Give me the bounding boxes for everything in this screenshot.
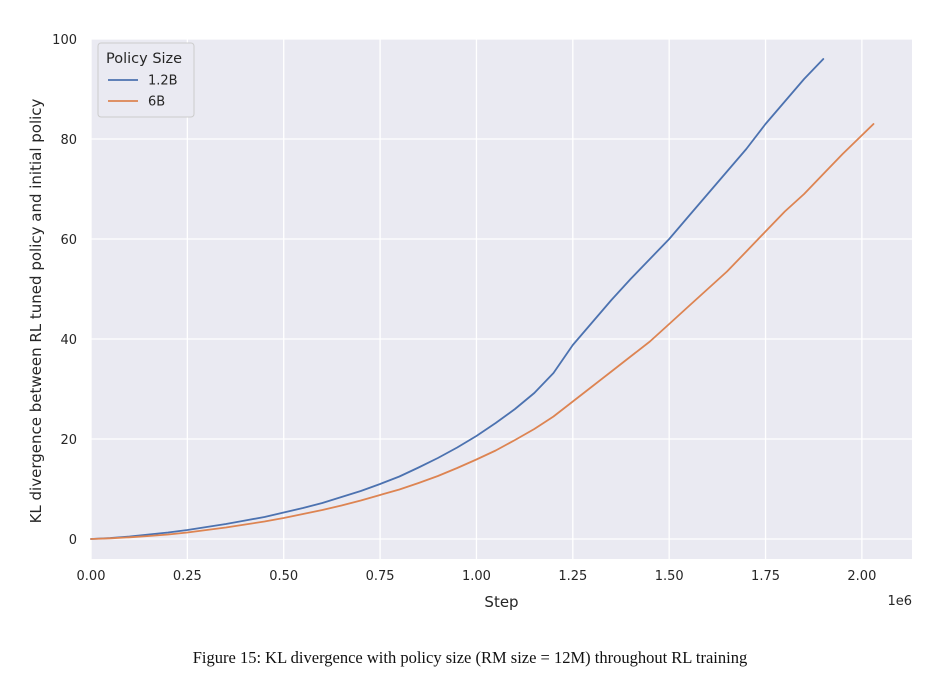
series-lines bbox=[90, 58, 875, 540]
x-tick-label: 0.50 bbox=[269, 569, 298, 584]
x-tick-label: 0.25 bbox=[173, 569, 202, 584]
y-tick-label: 60 bbox=[60, 233, 77, 248]
plot-area bbox=[91, 39, 912, 559]
y-tick-label: 80 bbox=[60, 133, 77, 148]
legend-items: 1.2B 6B bbox=[108, 74, 178, 110]
series-line-1.2B bbox=[90, 58, 825, 540]
x-axis-offset-label: 1e6 bbox=[887, 594, 912, 609]
y-axis-label: KL divergence between RL tuned policy an… bbox=[27, 98, 45, 523]
x-tick-label: 0.00 bbox=[77, 569, 106, 584]
x-tick-label: 1.00 bbox=[462, 569, 491, 584]
x-axis-label: Step bbox=[484, 593, 518, 611]
legend-box bbox=[97, 42, 195, 118]
legend: Policy Size 1.2B 6B bbox=[97, 42, 195, 118]
x-tick-label: 1.25 bbox=[558, 569, 587, 584]
x-tick-label: 1.50 bbox=[655, 569, 684, 584]
y-tick-label: 100 bbox=[52, 33, 77, 48]
grid-lines bbox=[90, 38, 912, 559]
y-tick-label: 40 bbox=[60, 333, 77, 348]
x-tick-label: 2.00 bbox=[847, 569, 876, 584]
y-tick-label: 20 bbox=[60, 433, 77, 448]
x-tick-labels: 0.00 0.25 0.50 0.75 1.00 1.25 1.50 1.75 2.00 bbox=[77, 569, 877, 584]
kl-divergence-chart: 0.00 0.25 0.50 0.75 1.00 1.25 1.50 1.75 2.00 0 20… bbox=[27, 33, 912, 611]
legend-label: 6B bbox=[148, 95, 165, 110]
x-tick-label: 1.75 bbox=[751, 569, 780, 584]
x-tick-label: 0.75 bbox=[366, 569, 395, 584]
y-tick-label: 0 bbox=[69, 533, 77, 548]
legend-title: Policy Size bbox=[106, 51, 182, 67]
series-line-6B bbox=[90, 123, 875, 540]
figure-caption: Figure 15: KL divergence with policy siz… bbox=[192, 648, 748, 667]
legend-label: 1.2B bbox=[148, 74, 178, 89]
y-tick-labels: 0 20 40 60 80 100 bbox=[52, 33, 77, 548]
